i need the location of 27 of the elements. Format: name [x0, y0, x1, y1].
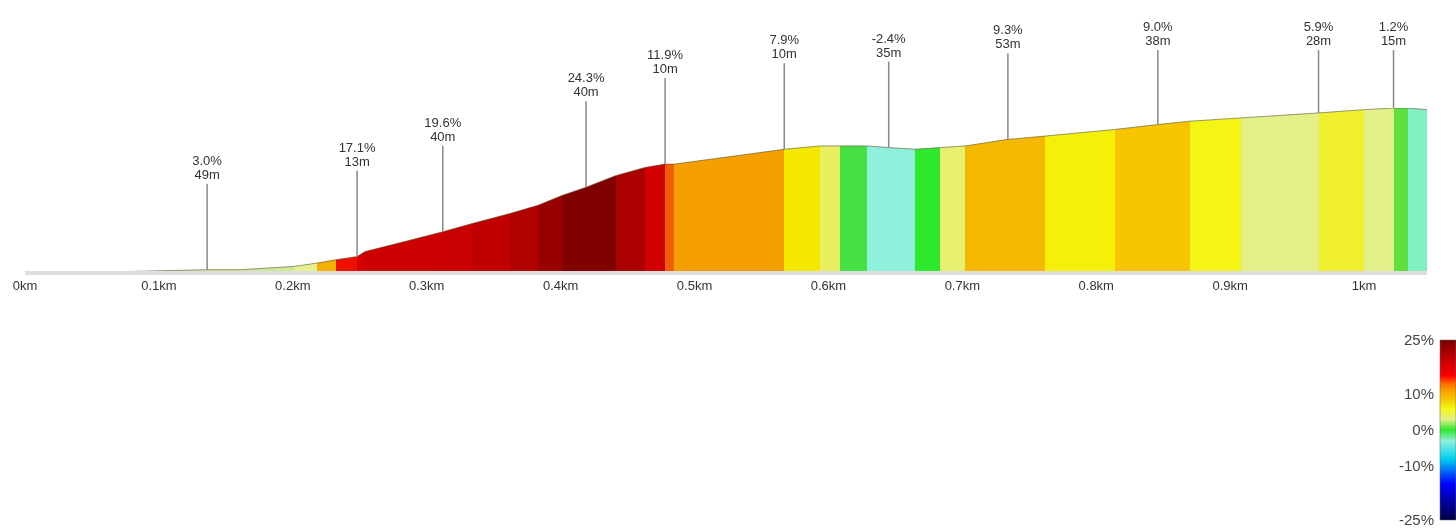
annotation: 11.9% 10m	[647, 47, 684, 77]
x-tick-label: 0.8km	[1078, 278, 1114, 294]
annotation: 3.0% 49m	[192, 152, 223, 182]
x-tick-label: 0.9km	[1212, 278, 1248, 294]
x-tick-label: 0.7km	[944, 278, 981, 294]
x-tick-label: 0.4km	[542, 278, 579, 294]
annotation: 1.2% 15m	[1378, 19, 1409, 48]
annotation: 9.3% 53m	[993, 22, 1024, 52]
x-tick-label: 0.5km	[676, 278, 713, 294]
x-tick-label: 0.2km	[275, 278, 311, 294]
color-bar-label: 25%	[1403, 331, 1434, 348]
annotation: -2.4% 35m	[871, 30, 907, 60]
annotation: 17.1% 13m	[338, 139, 376, 169]
annotation: 7.9% 10m	[769, 32, 800, 62]
color-bar-label: -25%	[1398, 511, 1434, 528]
x-tick-label: 0.6km	[810, 278, 847, 294]
color-bar-label: 0%	[1412, 421, 1434, 438]
annotation: 24.3% 40m	[567, 70, 605, 100]
annotation: 5.9% 28m	[1303, 19, 1334, 48]
color-bar-label: -10%	[1398, 457, 1434, 474]
annotation: 9.0% 38m	[1143, 19, 1174, 48]
x-tick-label: 0km	[12, 278, 38, 294]
x-tick-label: 1km	[1351, 278, 1377, 294]
x-tick-label: 0.1km	[141, 278, 177, 294]
color-bar-label: 10%	[1403, 385, 1434, 402]
annotation: 19.6% 40m	[424, 114, 462, 144]
x-tick-label: 0.3km	[409, 278, 445, 294]
